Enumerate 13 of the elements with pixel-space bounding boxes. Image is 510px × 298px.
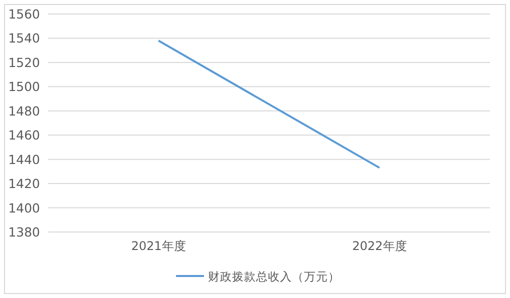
legend-label: 财政拨款总收入（万元） <box>208 270 340 284</box>
y-tick-label: 1420 <box>8 176 40 192</box>
y-tick-label: 1460 <box>8 128 40 143</box>
y-tick-label: 1440 <box>8 152 40 167</box>
x-tick-label: 2022年度 <box>352 239 407 253</box>
x-tick-label: 2021年度 <box>131 239 186 253</box>
y-tick-label: 1560 <box>8 6 40 22</box>
y-tick-label: 1400 <box>8 200 40 216</box>
y-tick-label: 1540 <box>8 30 40 46</box>
y-tick-label: 1380 <box>8 224 40 240</box>
y-tick-label: 1520 <box>8 54 40 70</box>
y-tick-label: 1480 <box>8 103 40 118</box>
y-tick-label: 1500 <box>8 79 40 94</box>
